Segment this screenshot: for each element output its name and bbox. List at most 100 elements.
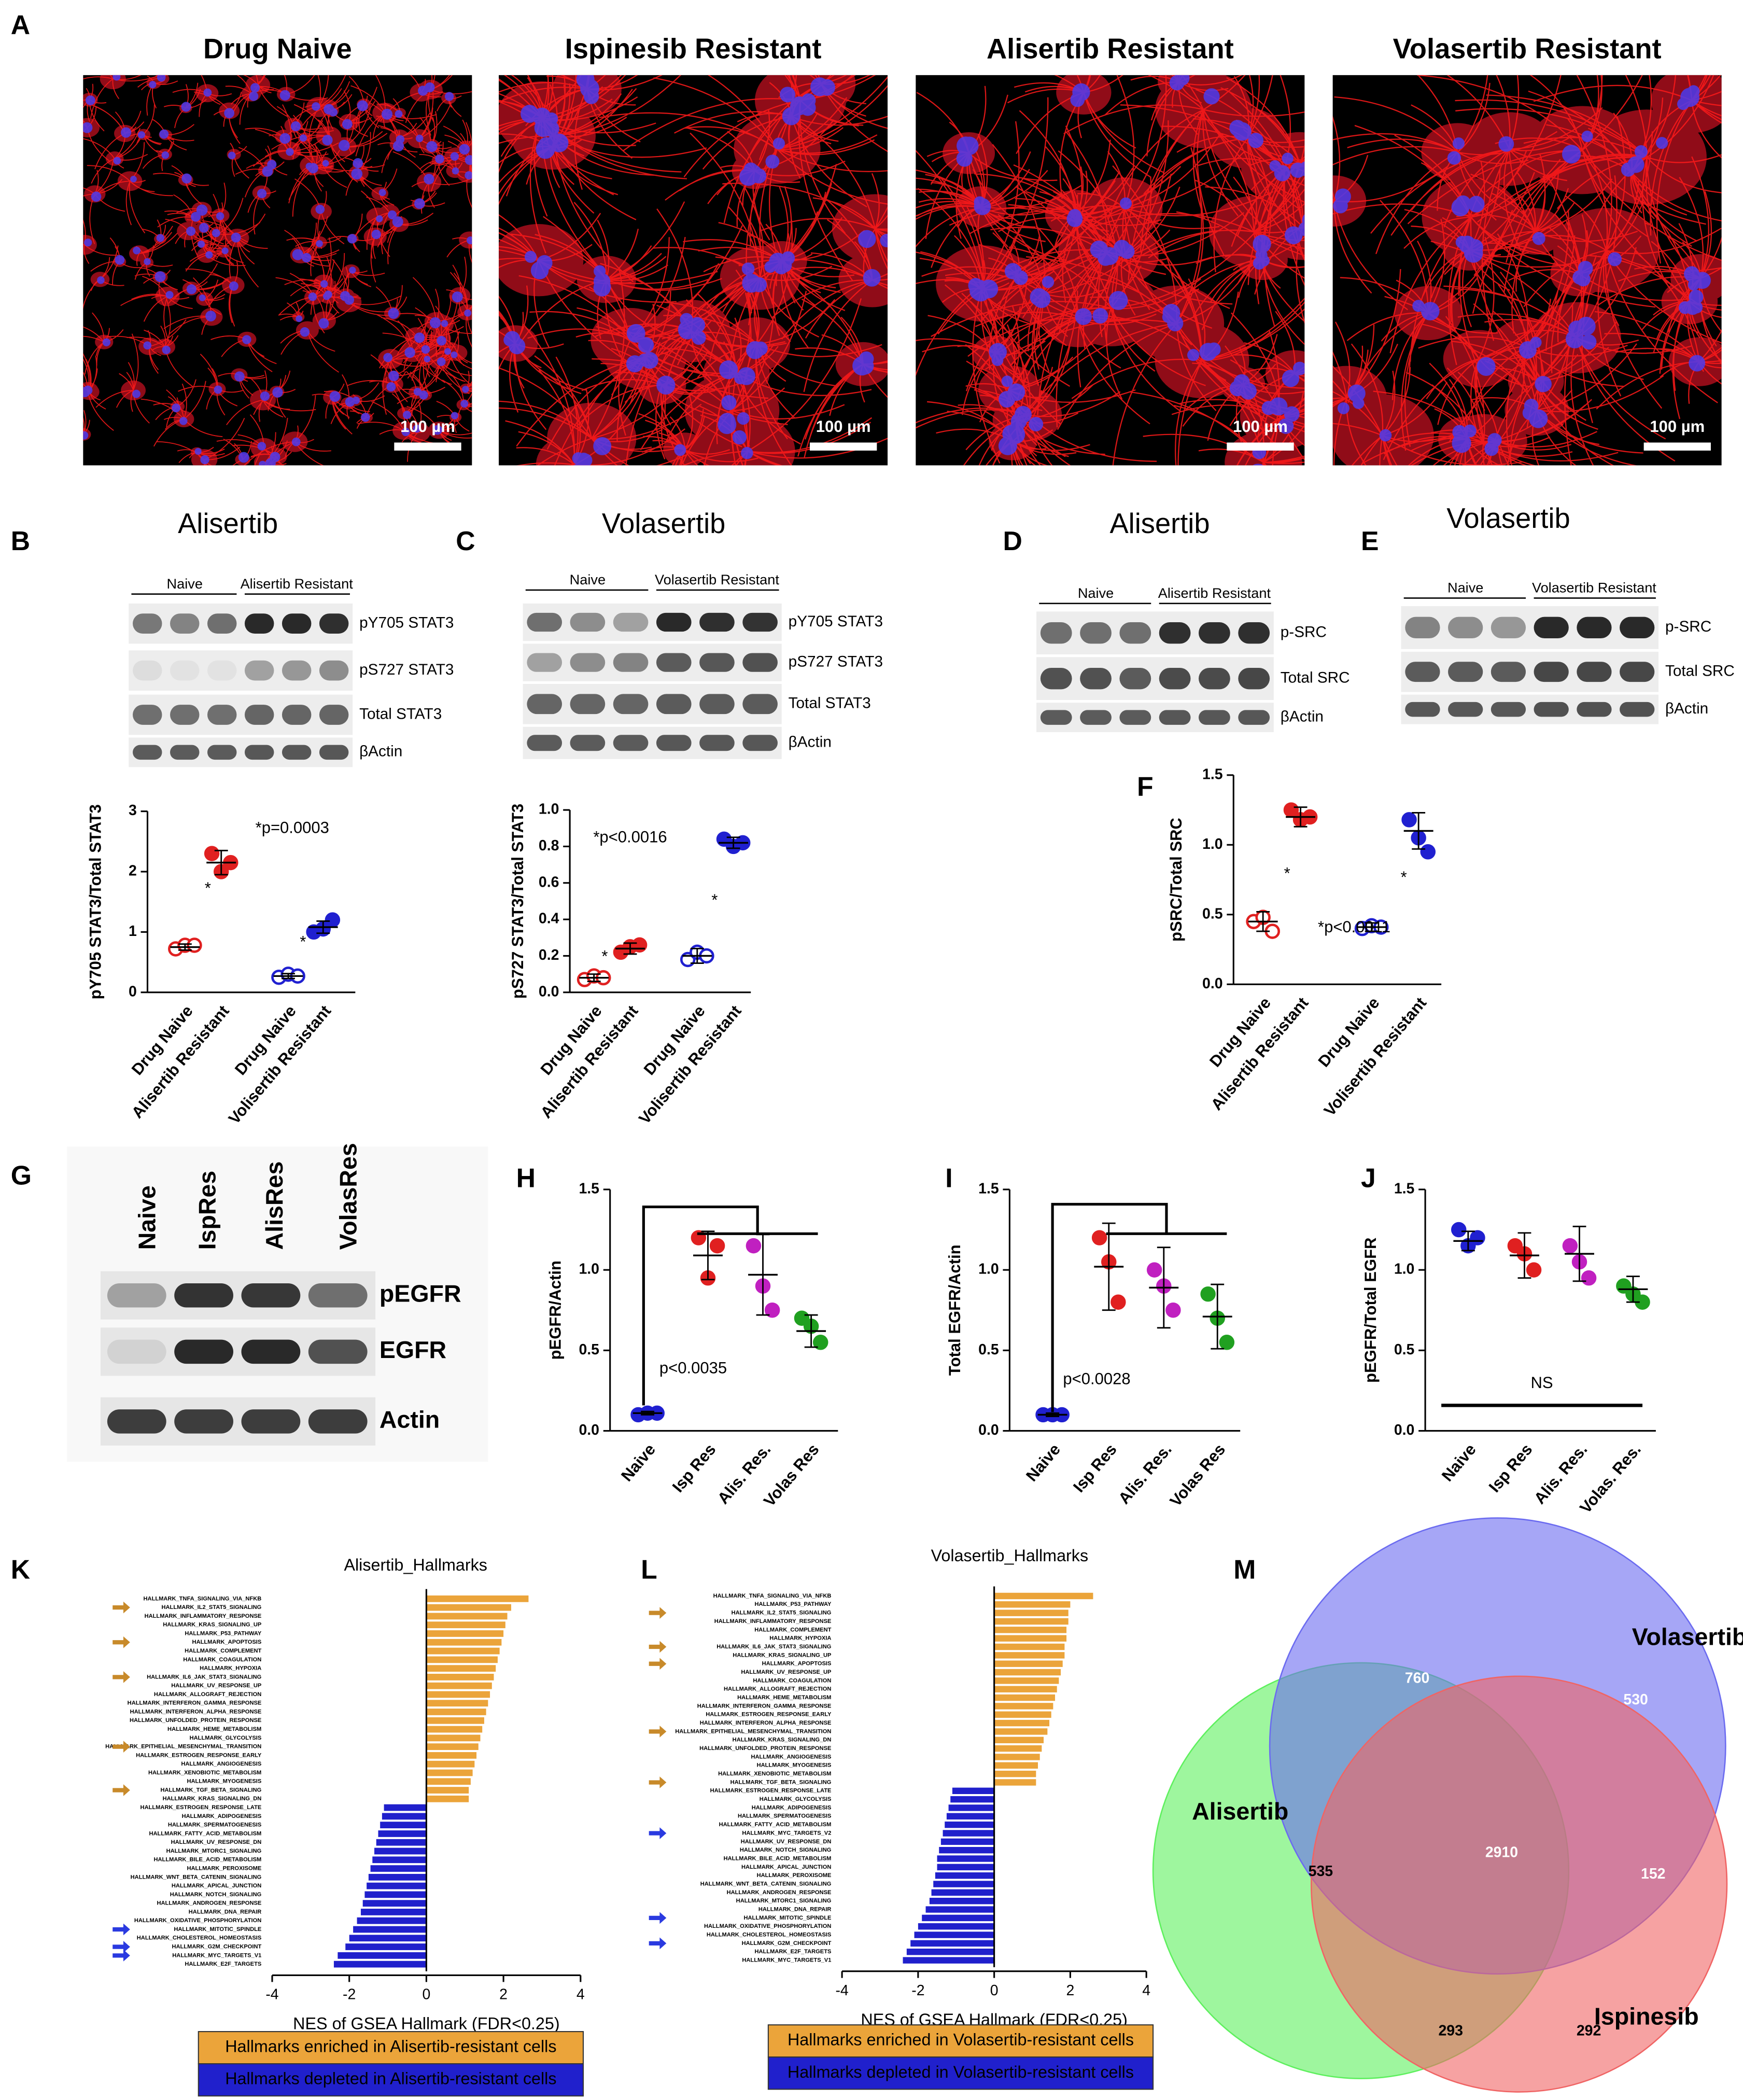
label: Isp Res <box>669 1440 720 1496</box>
label: HALLMARK_FATTY_ACID_METABOLISM <box>719 1822 832 1828</box>
data-point <box>1526 1262 1542 1278</box>
label: Alisertib <box>1192 1798 1288 1825</box>
label: Isp Res <box>1485 1440 1536 1496</box>
label: βActin <box>1665 700 1708 717</box>
label: HALLMARK_KRAS_SIGNALING_DN <box>733 1737 832 1743</box>
label: HALLMARK_SPERMATOGENESIS <box>738 1813 831 1819</box>
error-bar <box>641 1410 655 1416</box>
label: HALLMARK_MITOTIC_SPINDLE <box>743 1915 831 1921</box>
band <box>244 660 274 681</box>
legend-swatch <box>198 2063 584 2097</box>
bar <box>994 1592 1093 1600</box>
label: HALLMARK_DNA_REPAIR <box>189 1909 262 1915</box>
label: 152 <box>1641 1866 1665 1882</box>
label: 1.0 <box>1202 836 1223 852</box>
label: HALLMARK_HEME_METABOLISM <box>167 1726 261 1732</box>
label: HALLMARK_MYOGENESIS <box>757 1762 832 1769</box>
band <box>207 705 237 725</box>
band <box>308 1283 368 1308</box>
band <box>241 1409 301 1434</box>
label: HALLMARK_MTORC1_SIGNALING <box>166 1848 262 1854</box>
label: Volasertib Resistant <box>1393 33 1662 65</box>
label: * <box>601 947 608 965</box>
label: Hallmarks enriched in Alisertib-resistan… <box>225 2037 556 2056</box>
label: HALLMARK_ANGIOGENESIS <box>751 1754 831 1760</box>
label: 100 µm <box>400 417 455 436</box>
label: E <box>1361 526 1379 556</box>
label: HALLMARK_TNFA_SIGNALING_VIA_NFKB <box>144 1595 262 1602</box>
bar <box>994 1660 1063 1667</box>
label: 0.0 <box>1202 975 1223 992</box>
bar <box>994 1694 1056 1701</box>
band <box>241 1339 301 1364</box>
label: Alisertib_Hallmarks <box>344 1556 487 1574</box>
bar <box>994 1609 1069 1616</box>
bar <box>364 1891 427 1898</box>
label: HALLMARK_NOTCH_SIGNALING <box>170 1892 262 1898</box>
label: Naive <box>1022 1440 1064 1485</box>
label: 100 µm <box>1233 417 1288 436</box>
band <box>1238 710 1270 725</box>
band <box>742 612 778 632</box>
label: Ispinesib <box>1594 2003 1699 2029</box>
bar <box>994 1779 1036 1786</box>
bar <box>994 1737 1044 1743</box>
scale-bar <box>394 442 461 451</box>
label: HALLMARK_ESTROGEN_RESPONSE_LATE <box>140 1804 262 1811</box>
label: 0 <box>422 1986 430 2003</box>
label: HALLMARK_NOTCH_SIGNALING <box>740 1847 832 1853</box>
band <box>1238 622 1270 644</box>
bar <box>939 1846 994 1854</box>
bar <box>382 1813 427 1820</box>
label: HALLMARK_GLYCOLYSIS <box>760 1796 832 1802</box>
error-bar <box>690 947 704 964</box>
label: EGFR <box>379 1336 446 1363</box>
error-bar <box>1157 1247 1171 1329</box>
bar <box>362 1900 427 1907</box>
scale-bar <box>1227 442 1294 451</box>
label: L <box>641 1555 657 1585</box>
label: HALLMARK_SPERMATOGENESIS <box>168 1822 261 1828</box>
bar <box>367 1882 427 1889</box>
bar <box>374 1847 427 1855</box>
label: HALLMARK_XENOBIOTIC_METABOLISM <box>148 1770 261 1776</box>
label: 100 µm <box>816 417 871 436</box>
label: pY705 STAT3 <box>359 614 454 631</box>
band <box>282 660 312 681</box>
bar <box>994 1762 1038 1769</box>
highlight-arrow <box>113 1671 130 1683</box>
label: Naive <box>617 1440 659 1485</box>
band <box>570 612 606 632</box>
label: 1.0 <box>1394 1261 1415 1278</box>
bar <box>370 1865 427 1872</box>
label: 0.0 <box>539 983 559 1000</box>
label: HALLMARK_ESTROGEN_RESPONSE_EARLY <box>136 1752 262 1758</box>
label: HALLMARK_MYC_TARGETS_V2 <box>742 1830 831 1836</box>
label: I <box>945 1163 952 1193</box>
band <box>656 694 692 715</box>
label: βActin <box>1281 708 1324 725</box>
label: 0.6 <box>539 874 559 890</box>
label: HALLMARK_BILE_ACID_METABOLISM <box>154 1857 262 1863</box>
band <box>570 694 606 715</box>
label: 1.5 <box>579 1180 599 1197</box>
label: 4 <box>577 1986 585 2003</box>
error-bar <box>726 836 740 849</box>
error-bar <box>1294 806 1308 828</box>
label: HALLMARK_G2M_CHECKPOINT <box>172 1944 261 1950</box>
label: HALLMARK_INFLAMMATORY_RESPONSE <box>145 1613 262 1619</box>
bar <box>360 1909 427 1915</box>
data-point <box>187 937 202 953</box>
band <box>1620 702 1655 717</box>
band <box>1159 710 1191 725</box>
significance-bracket <box>642 1205 818 1406</box>
band <box>742 653 778 672</box>
band <box>1119 667 1151 690</box>
label: Alisertib Resistant <box>1158 585 1271 601</box>
label: 0.2 <box>539 947 559 963</box>
band <box>133 660 162 681</box>
band <box>1238 667 1270 690</box>
band <box>570 735 606 751</box>
scale-bar <box>1643 442 1711 451</box>
label: Total SRC <box>1665 663 1735 680</box>
